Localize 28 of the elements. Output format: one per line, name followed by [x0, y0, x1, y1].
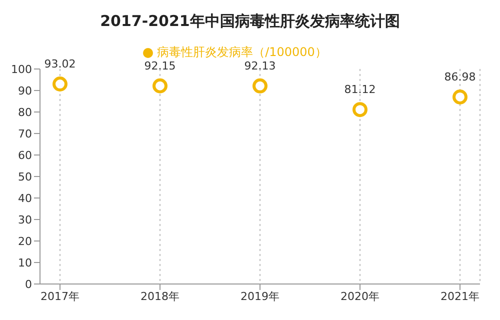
x-tick-label: 2020年: [340, 290, 380, 303]
point: [352, 102, 368, 118]
data-label: 81.12: [344, 83, 376, 96]
x-tick-label: 2017年: [40, 290, 80, 303]
y-tick-label: 80: [18, 106, 32, 119]
y-tick-label: 0: [25, 278, 32, 291]
data-label: 92.15: [144, 59, 176, 72]
x-tick-label: 2019年: [240, 290, 280, 303]
x-tick-label: 2018年: [140, 290, 180, 303]
y-tick-label: 90: [18, 84, 32, 98]
y-tick-label: 10: [18, 256, 32, 270]
y-tick-label: 100: [11, 62, 32, 76]
point: [452, 89, 468, 104]
y-tick-label: 30: [18, 213, 32, 226]
y-tick-label: 70: [18, 127, 32, 140]
data-label: 92.13: [244, 59, 276, 72]
legend-label: 病毒性肝炎发病率（/100000）: [157, 45, 327, 59]
point: [152, 78, 168, 94]
y-tick-label: 50: [18, 170, 32, 184]
data-label: 93.02: [44, 57, 76, 70]
data-label: 86.98: [444, 70, 476, 84]
point: [252, 78, 268, 94]
chart-title: 2017-2021年中国病毒性肝炎发病率统计图: [99, 11, 401, 32]
y-tick-label: 60: [18, 148, 32, 162]
point: [52, 76, 68, 92]
y-tick-label: 40: [18, 192, 32, 205]
x-tick-label: 2021年: [440, 290, 480, 303]
y-tick-label: 20: [18, 234, 32, 248]
